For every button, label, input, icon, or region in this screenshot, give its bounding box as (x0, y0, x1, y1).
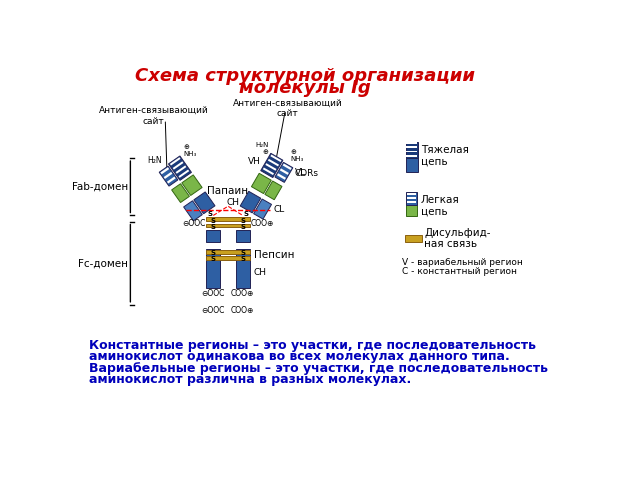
Bar (283, 164, 292, 170)
Bar (170, 157, 180, 166)
Text: COO⊕: COO⊕ (231, 288, 255, 298)
Text: C - константный регион: C - константный регион (402, 267, 516, 276)
Bar (168, 156, 191, 180)
Bar (406, 146, 417, 148)
Text: S: S (240, 250, 245, 256)
Text: S: S (211, 250, 216, 256)
Bar (260, 153, 283, 178)
Text: S: S (240, 256, 245, 263)
Bar (184, 201, 202, 221)
Text: CDRs: CDRs (295, 168, 319, 178)
Bar (159, 166, 178, 186)
Bar (404, 236, 422, 241)
Text: H₂N: H₂N (148, 156, 163, 165)
Bar (236, 230, 250, 242)
Bar (206, 256, 250, 260)
Bar (252, 173, 271, 193)
Bar (406, 205, 417, 216)
Text: Папаин: Папаин (207, 186, 248, 196)
Text: молекулы Ig: молекулы Ig (239, 79, 371, 97)
Bar (236, 249, 250, 288)
Text: VH: VH (248, 157, 261, 166)
Bar (179, 169, 189, 178)
Bar (206, 224, 250, 228)
Bar (206, 249, 220, 288)
Text: Легкая
цепь: Легкая цепь (421, 195, 460, 217)
Bar (277, 173, 286, 180)
Bar (407, 193, 416, 195)
Bar (263, 168, 274, 175)
Bar (206, 250, 250, 253)
Bar (406, 142, 418, 158)
Text: ⊕
NH₃: ⊕ NH₃ (183, 144, 196, 157)
Bar (182, 175, 202, 195)
Text: COO⊕: COO⊕ (250, 219, 274, 228)
Text: S: S (240, 224, 245, 230)
Bar (167, 177, 176, 183)
Bar (270, 155, 282, 162)
Text: S: S (240, 218, 245, 224)
Bar (406, 155, 417, 156)
Text: CH: CH (227, 198, 239, 206)
Text: CL: CL (273, 204, 285, 214)
Bar (173, 161, 184, 169)
Text: Антиген-связывающий
сайт: Антиген-связывающий сайт (99, 106, 209, 125)
Text: аминокислот одинакова во всех молекулах данного типа.: аминокислот одинакова во всех молекулах … (90, 350, 510, 363)
Text: S: S (211, 224, 216, 230)
Bar (164, 172, 172, 179)
Bar (407, 197, 416, 199)
Bar (275, 162, 293, 182)
Text: CH: CH (253, 268, 267, 277)
Text: S: S (208, 211, 212, 217)
Text: ⊖OOC: ⊖OOC (182, 219, 205, 228)
Text: ⊖OOC: ⊖OOC (202, 306, 225, 315)
Bar (194, 192, 215, 214)
Bar (407, 201, 416, 203)
Bar (406, 192, 417, 204)
Text: Константные регионы – это участки, где последовательность: Константные регионы – это участки, где п… (90, 339, 536, 352)
Text: S: S (211, 218, 216, 224)
Bar (266, 163, 276, 171)
Bar (268, 159, 279, 167)
Bar (253, 199, 271, 219)
Bar (172, 184, 189, 203)
Bar (406, 158, 418, 172)
Bar (175, 166, 186, 174)
Text: Fc-домен: Fc-домен (78, 258, 128, 268)
Text: COO⊕: COO⊕ (231, 306, 255, 315)
Bar (280, 168, 289, 175)
Bar (406, 142, 417, 144)
Bar (240, 192, 261, 213)
Text: Fab-домен: Fab-домен (72, 182, 128, 192)
Text: S: S (243, 211, 248, 217)
Bar (206, 217, 250, 221)
Text: ⊖OOC: ⊖OOC (202, 288, 225, 298)
Text: Пепсин: Пепсин (253, 251, 294, 261)
Text: H₂N
⊕: H₂N ⊕ (255, 142, 269, 155)
Text: VL: VL (295, 168, 306, 177)
Text: S: S (211, 256, 216, 263)
Text: Вариабельные регионы – это участки, где последовательность: Вариабельные регионы – это участки, где … (90, 362, 548, 375)
Text: Антиген-связывающий
сайт: Антиген-связывающий сайт (233, 98, 342, 118)
Bar (161, 167, 169, 174)
Text: ⊕
NH₃: ⊕ NH₃ (290, 149, 303, 162)
Bar (206, 230, 220, 242)
Text: Схема структурной организации: Схема структурной организации (135, 67, 475, 85)
Text: Дисульфид-
ная связь: Дисульфид- ная связь (424, 228, 491, 250)
Bar (406, 151, 417, 152)
Text: Тяжелая
цепь: Тяжелая цепь (421, 145, 469, 167)
Bar (265, 181, 282, 200)
Text: V - вариабельный регион: V - вариабельный регион (402, 258, 522, 267)
Text: аминокислот различна в разных молекулах.: аминокислот различна в разных молекулах. (90, 373, 412, 386)
